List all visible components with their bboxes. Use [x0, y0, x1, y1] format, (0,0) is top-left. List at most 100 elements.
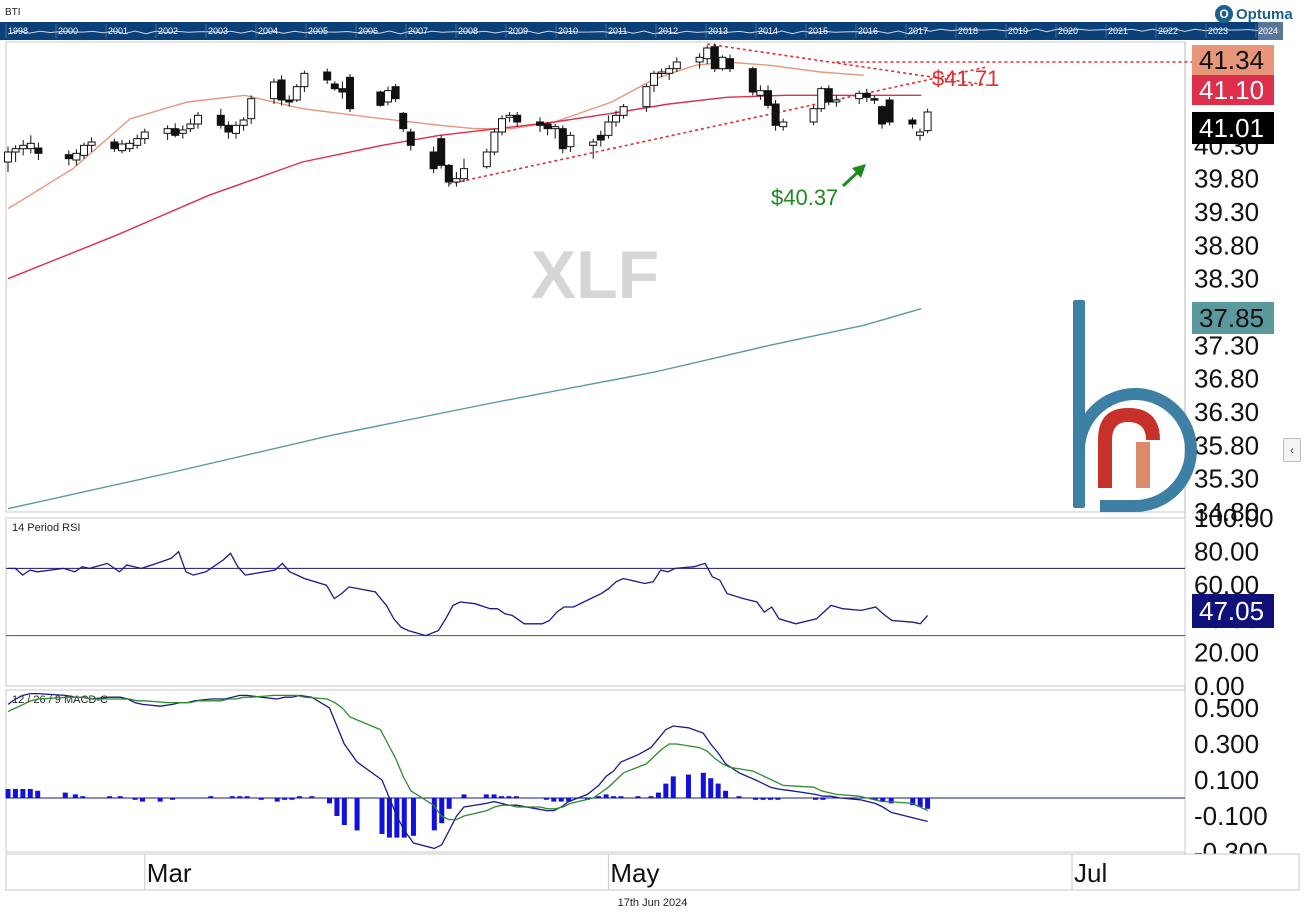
candle-body [171, 128, 180, 136]
logo-bowl [1073, 388, 1197, 512]
rsi-tick-label: 0.00 [1194, 671, 1245, 701]
macd-histogram-bar [12, 789, 18, 798]
candle-body [771, 103, 780, 126]
candle-body [604, 121, 613, 136]
year-label: 2014 [758, 26, 778, 36]
macd-histogram-bar [857, 798, 863, 799]
panel-frame [5, 517, 1186, 687]
price-tick-label: 39.30 [1194, 197, 1259, 227]
candle-body [460, 168, 468, 180]
macd-histogram-bar [446, 798, 452, 809]
candle-body [916, 131, 924, 136]
candle-body [672, 61, 681, 70]
timeline-strip[interactable]: BTI 1998 2000 2001 2002 2003 2004 2005 2006 2007 2… [0, 0, 1305, 40]
moving-average-line [7, 308, 922, 510]
macd-histogram-bar [789, 798, 795, 799]
timeline-bar [0, 22, 1283, 40]
support-arrow-head [852, 164, 866, 178]
macd-tick-label: 0.500 [1194, 693, 1259, 723]
year-label: 2017 [908, 26, 928, 36]
resistance-annotation: $41.71 [932, 66, 999, 91]
candle-body [186, 123, 195, 130]
price-tick-label: 36.80 [1194, 364, 1259, 394]
price-tick-label: 38.30 [1194, 264, 1259, 294]
candle-body [878, 106, 886, 125]
year-label: 1998 [8, 26, 28, 36]
macd-histogram-bar [760, 798, 766, 800]
panel-frame [5, 41, 1186, 513]
candle-body [239, 119, 248, 126]
macd-histogram-bar [534, 798, 540, 799]
candle-body [4, 151, 12, 163]
year-label: 2021 [1108, 26, 1128, 36]
candle-body [885, 99, 894, 123]
macd-histogram-bar [379, 798, 385, 834]
macd-histogram-bar [334, 798, 340, 816]
macd-histogram-bar [708, 778, 714, 798]
macd-histogram-bar [5, 789, 11, 798]
candle-body [437, 138, 446, 166]
macd-histogram-bar [326, 798, 332, 804]
candle-body [125, 142, 134, 150]
macd-histogram-bar [80, 796, 86, 798]
macd-histogram-bar [222, 798, 228, 799]
candle-body [429, 151, 438, 170]
macd-histogram-bar [354, 798, 360, 831]
price-value-label-bg [1192, 302, 1274, 334]
symbol-code: BTI [5, 7, 21, 18]
collapse-panel-button[interactable]: ‹ [1283, 438, 1301, 462]
candle-body [718, 56, 727, 70]
macd-histogram-bar [736, 796, 742, 798]
candle-body [855, 92, 864, 100]
candle-body [589, 141, 598, 146]
candle-body [87, 141, 96, 146]
logo-mark-orange [1136, 442, 1150, 488]
panel-frame [5, 689, 1186, 853]
macd-line [7, 692, 928, 850]
macd-histogram-bar [543, 798, 549, 800]
rsi-value-label: 47.05 [1199, 596, 1264, 626]
optuma-brand[interactable]: O Optuma [1215, 3, 1293, 25]
timeline-sparkline [7, 28, 1281, 35]
rsi-tick-label: 80.00 [1194, 537, 1259, 567]
x-axis: Mar May Jul [5, 853, 1300, 891]
candle-body [870, 98, 879, 101]
macd-histogram-bar [655, 792, 661, 798]
candle-body [923, 111, 932, 132]
macd-histogram-bar [723, 790, 729, 798]
macd-line [7, 694, 928, 821]
optuma-logo-icon: O [1215, 5, 1233, 23]
candle-body [224, 124, 233, 133]
year-label: 2001 [108, 26, 128, 36]
year-label: 2005 [308, 26, 328, 36]
candle-body [536, 121, 544, 126]
price-value-label: 41.01 [1199, 113, 1264, 143]
candle-body [11, 148, 20, 153]
macd-histogram-bar [551, 798, 557, 802]
rsi-tick-label: 100.00 [1194, 503, 1274, 533]
candle-body [34, 147, 43, 154]
macd-histogram-bar [125, 798, 131, 799]
year-label: 2009 [508, 26, 528, 36]
timeline-window [1258, 22, 1283, 40]
candle-body [726, 58, 734, 70]
macd-histogram-bar [753, 798, 759, 800]
macd-histogram-bar [820, 798, 826, 800]
macd-histogram-bar [813, 798, 819, 800]
candle-body [19, 144, 28, 150]
macd-histogram-bar [170, 798, 176, 800]
year-label: 2023 [1208, 26, 1228, 36]
macd-tick-label: -0.100 [1194, 801, 1268, 831]
candle-body [232, 124, 240, 134]
candle-body [194, 114, 202, 125]
year-label: 2007 [408, 26, 428, 36]
macd-histogram-bar [670, 776, 676, 798]
macd-histogram-bar [140, 798, 146, 802]
macd-histogram-bar [309, 796, 315, 798]
candle-body [277, 79, 286, 101]
macd-panel: 12 / 26 / 9 MACD-C 0.5000.3000.100-0.100-… [5, 689, 1268, 867]
macd-histogram-bar [439, 798, 445, 824]
logo-stem [1073, 300, 1085, 508]
macd-histogram-bar [491, 794, 497, 798]
